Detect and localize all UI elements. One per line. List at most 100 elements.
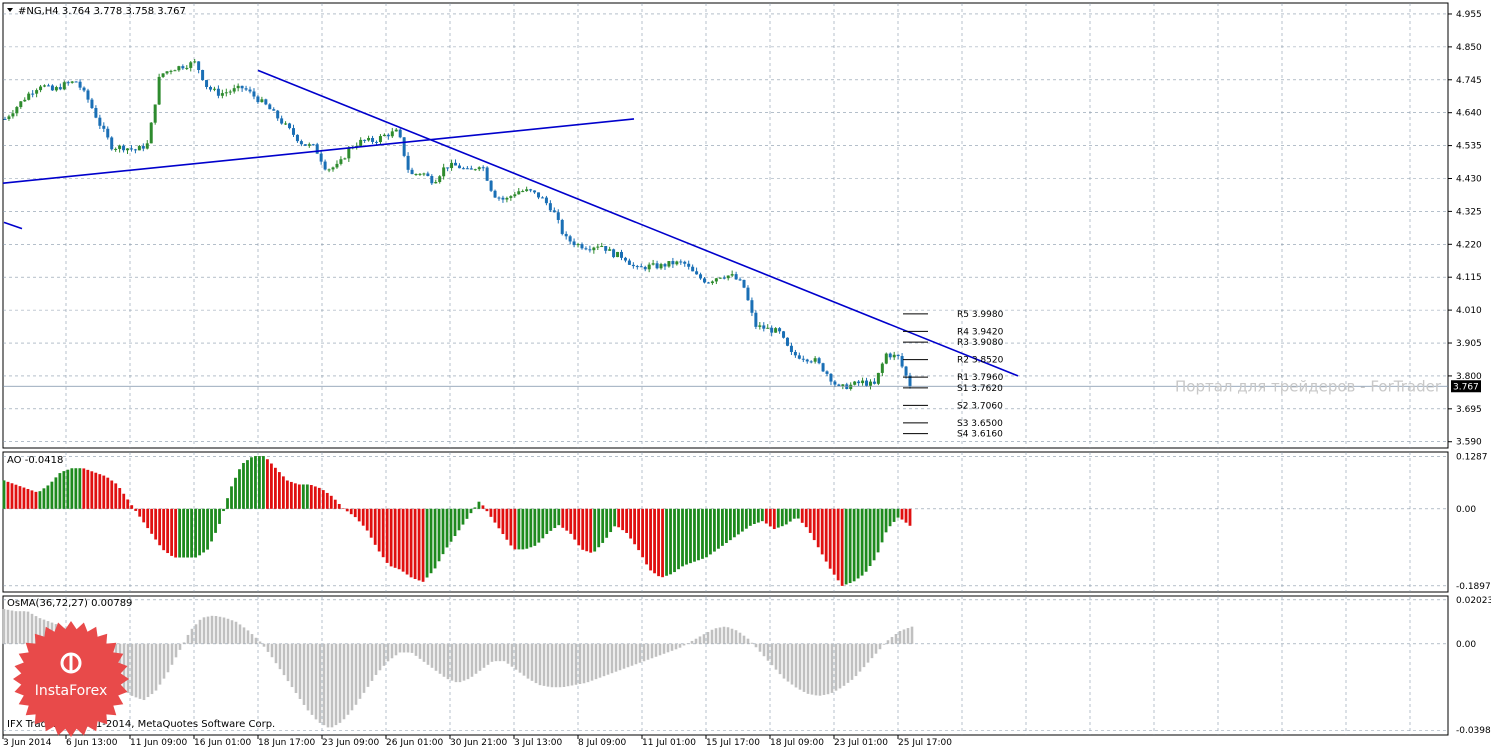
osma-bar	[198, 619, 202, 644]
y-tick-label: 4.010	[1456, 306, 1482, 316]
ao-bar	[673, 508, 676, 573]
candle-body	[710, 281, 714, 284]
candle-body	[485, 167, 489, 181]
candle-body	[533, 190, 537, 193]
osma-bar	[190, 628, 194, 644]
osma-bar	[874, 643, 878, 654]
osma-bar	[698, 636, 702, 644]
ao-indicator-pane[interactable]: 0.1287 0.00 -0.1897	[2, 451, 1491, 593]
candle-body	[58, 87, 62, 90]
ao-bar	[94, 472, 98, 509]
ao-bar	[238, 469, 241, 509]
osma-bar	[594, 643, 598, 680]
candle-body	[865, 380, 869, 386]
osma-bar	[322, 643, 326, 726]
candle-body	[592, 247, 596, 251]
candle-body	[469, 168, 473, 170]
y-tick-label: 3.590	[1456, 438, 1482, 448]
osma-bar	[302, 643, 306, 705]
candle-body	[596, 246, 600, 248]
candle-body	[900, 356, 904, 367]
candle-body	[264, 99, 268, 105]
osma-bar	[758, 643, 762, 652]
osma-bar	[378, 643, 382, 671]
ao-bar	[178, 508, 182, 558]
osma-bar	[770, 643, 774, 666]
osma-bar	[318, 643, 322, 723]
osma-bar	[510, 643, 514, 667]
ao-bar	[262, 456, 265, 509]
ao-bar	[214, 508, 217, 533]
candle-body	[11, 113, 15, 117]
osma-bar	[870, 643, 874, 659]
candle-body	[454, 162, 458, 166]
x-tick-label: 11 Jun 09:00	[130, 738, 187, 748]
ao-bar	[513, 508, 517, 550]
candle-body	[7, 116, 11, 120]
osma-bar	[434, 643, 438, 671]
ao-bar	[114, 483, 118, 509]
ao-bar	[533, 508, 537, 546]
x-tick-label: 6 Jun 13:00	[66, 738, 118, 748]
osma-bar	[402, 643, 406, 653]
ao-bar	[190, 508, 193, 558]
osma-bar	[634, 643, 638, 665]
candle-body	[722, 277, 726, 279]
ao-bar	[10, 483, 14, 509]
osma-bar	[790, 643, 794, 685]
osma-bar	[806, 643, 810, 694]
osma-indicator-pane[interactable]: 0.02023 0.00 -0.03981	[2, 595, 1491, 736]
ao-bar	[130, 505, 134, 509]
pivot-label: R4 3.9420	[957, 327, 1004, 337]
ao-header: AO -0.0418	[7, 455, 63, 466]
y-tick-label: 4.640	[1456, 109, 1482, 119]
candle-body	[189, 62, 193, 68]
candle-body	[406, 155, 410, 170]
osma-bar	[782, 643, 786, 679]
candle-body	[169, 70, 173, 72]
osma-bar	[562, 643, 566, 687]
osma-bar	[366, 643, 370, 687]
osma-bar	[818, 643, 822, 696]
ao-bar	[349, 508, 353, 515]
ao-bar	[900, 508, 904, 520]
ao-bar	[321, 490, 325, 509]
osma-bar	[266, 643, 270, 652]
candle-body	[758, 325, 762, 327]
candle-body	[793, 351, 797, 356]
ao-bar	[725, 508, 728, 543]
x-tick-label: 16 Jun 01:00	[194, 738, 251, 748]
pivot-label: R3 3.9080	[957, 338, 1004, 348]
osma-bar	[714, 628, 718, 644]
ao-bar	[617, 508, 621, 528]
osma-bar	[546, 643, 550, 687]
ao-bar	[792, 508, 796, 519]
candle-body	[663, 264, 667, 267]
osma-bar	[638, 643, 642, 663]
ao-bar	[657, 508, 660, 577]
candle-body	[651, 263, 655, 265]
osma-bar	[470, 643, 474, 677]
candle-body	[833, 381, 837, 385]
candle-body	[98, 117, 102, 126]
ao-bar	[764, 508, 768, 524]
osma-bar	[894, 634, 898, 644]
osma-bar	[150, 643, 154, 695]
x-tick-label: 30 Jun 21:00	[450, 738, 507, 748]
osma-bar	[814, 643, 818, 696]
osma-bar	[206, 616, 210, 644]
ao-bar	[529, 508, 533, 548]
ao-bar	[665, 508, 668, 576]
candle-body	[220, 93, 224, 96]
ao-bar	[601, 508, 605, 543]
main-price-pane[interactable]: 4.955 4.850 4.745 4.640 4.535 4.430 4.325 4.220…	[2, 2, 1482, 449]
ao-bar	[796, 508, 800, 519]
candle-body	[62, 82, 66, 90]
candle-body	[359, 139, 363, 146]
candle-body	[837, 384, 841, 387]
candle-body	[102, 125, 106, 129]
candle-body	[201, 69, 205, 81]
ao-bar	[230, 486, 233, 509]
candle-body	[718, 277, 722, 279]
